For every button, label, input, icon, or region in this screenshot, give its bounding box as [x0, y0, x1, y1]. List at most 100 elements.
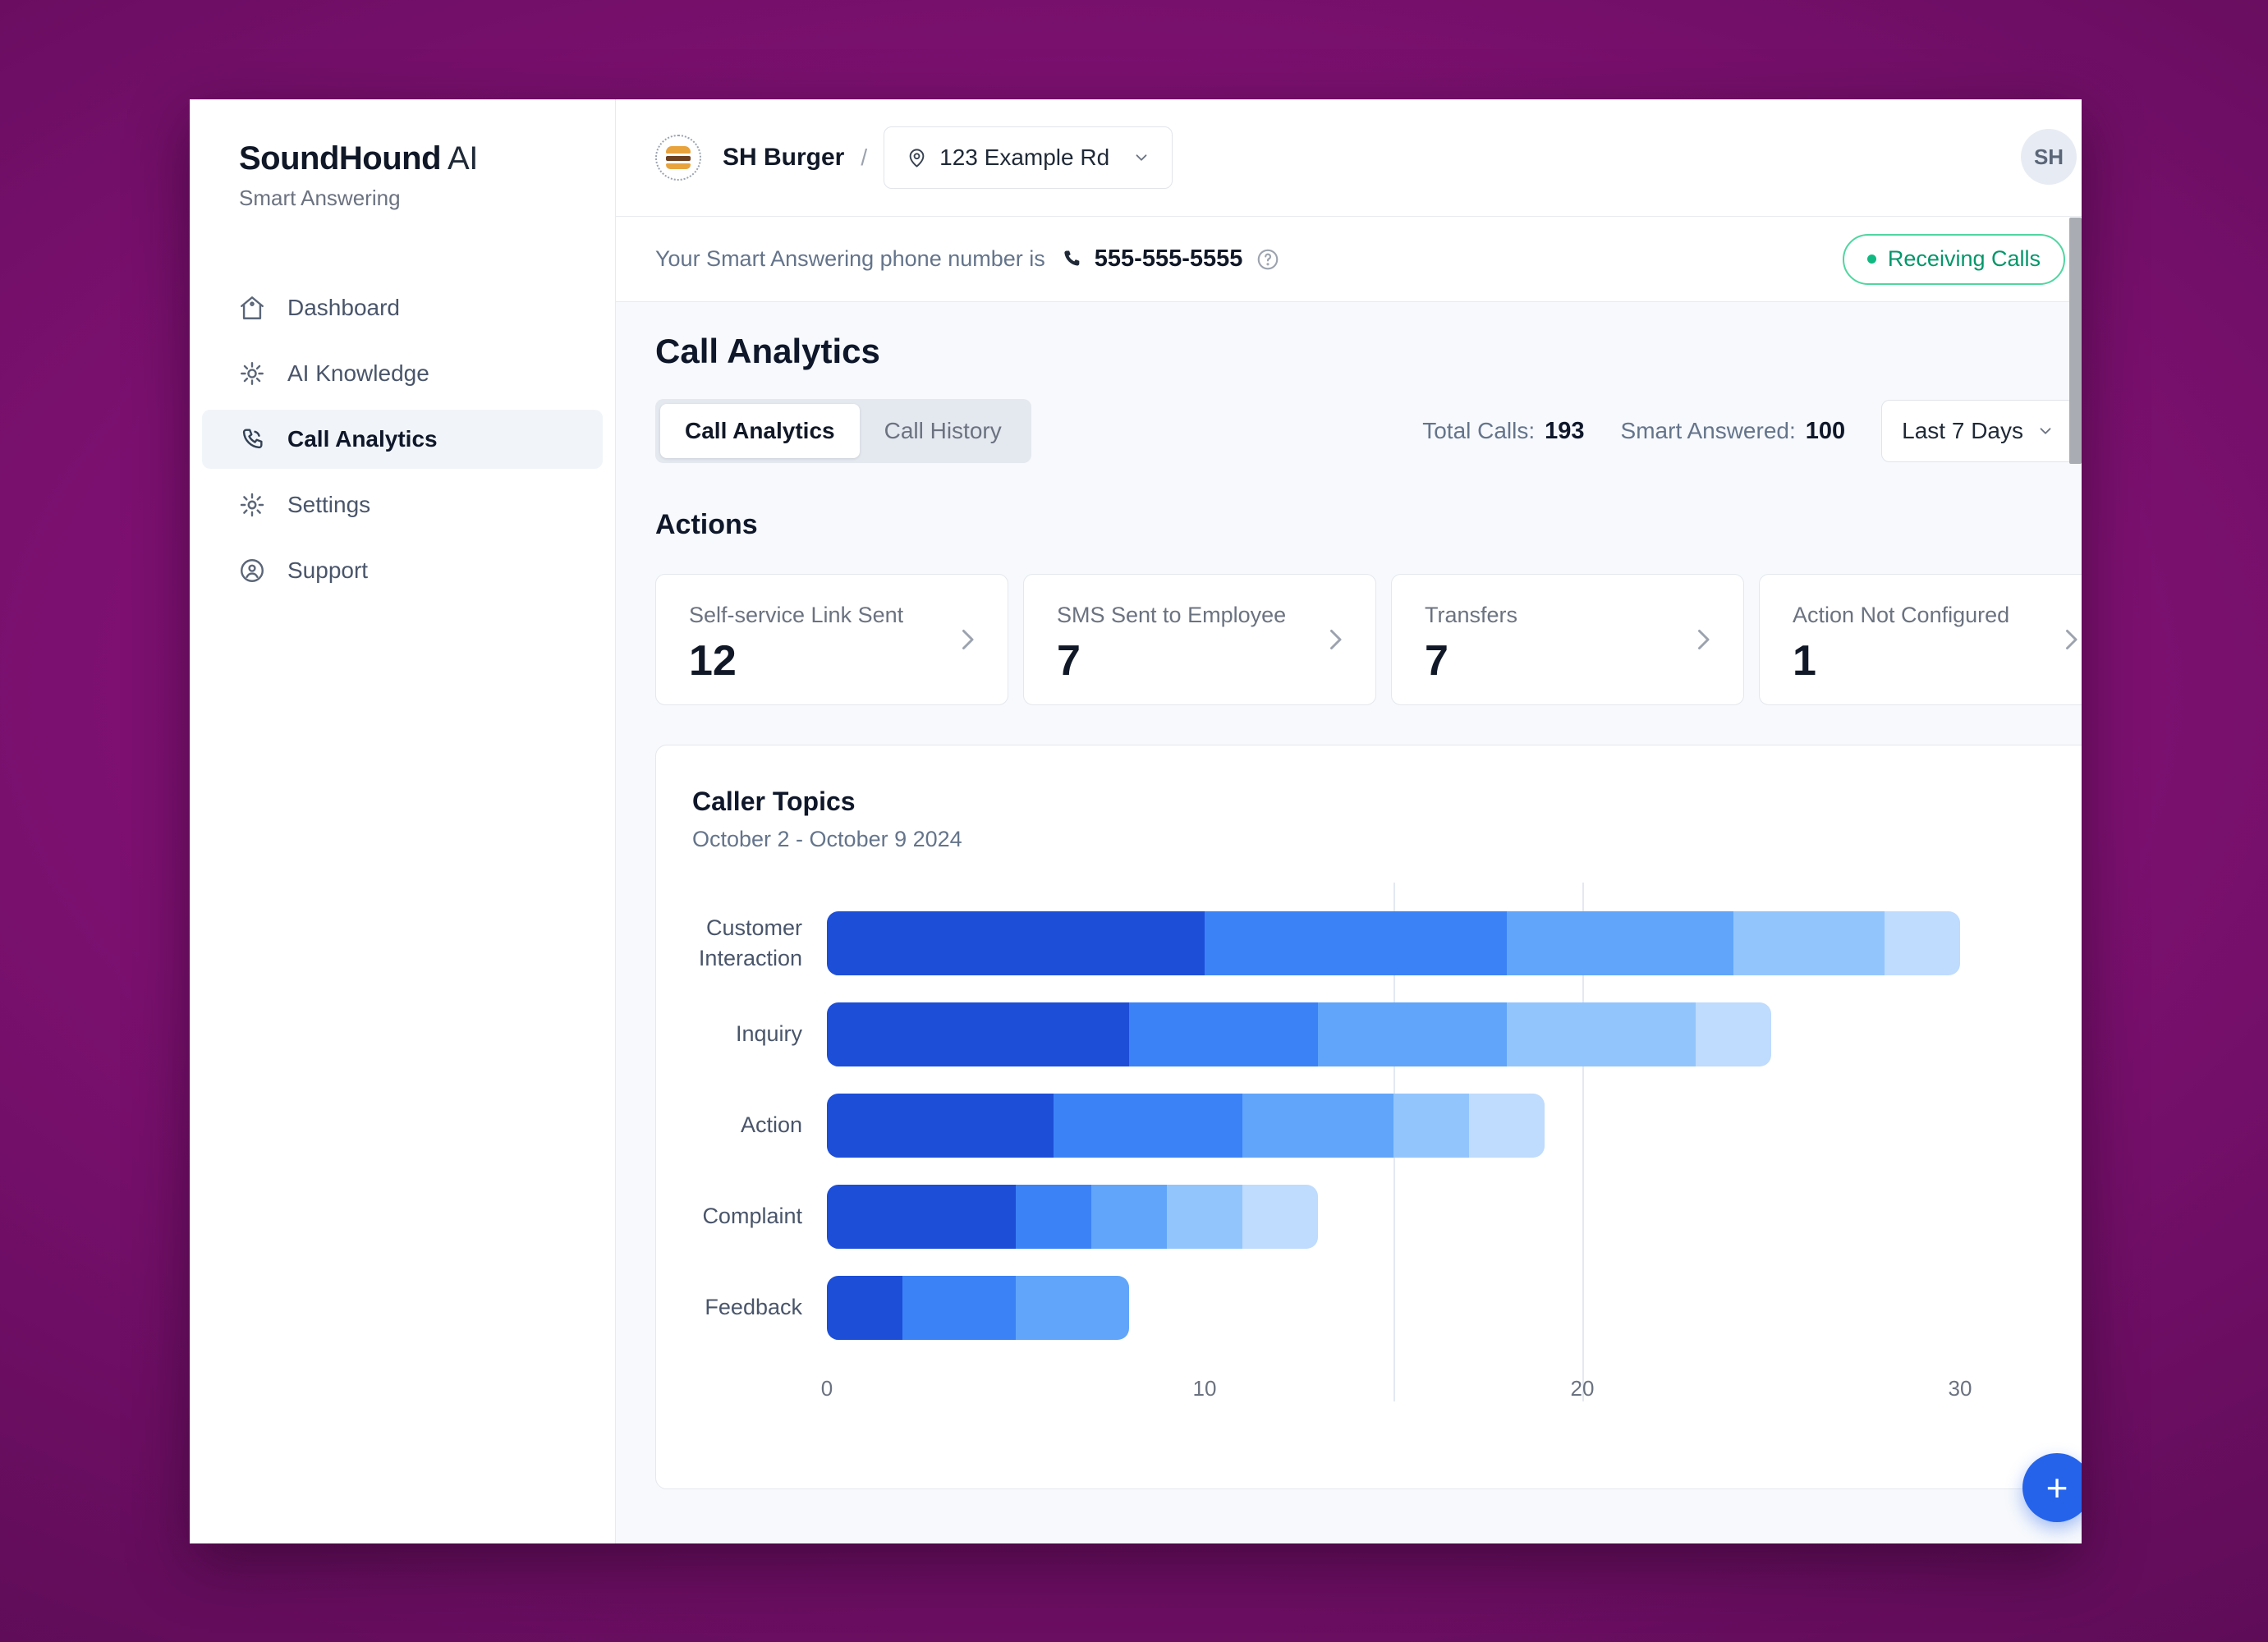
status-dot-icon: [1866, 255, 1876, 264]
add-button[interactable]: +: [2022, 1453, 2082, 1522]
card-self-service-link-sent[interactable]: Self-service Link Sent 12: [655, 574, 1008, 705]
app-window: SoundHound AI Smart Answering Dashboard A…: [190, 99, 2082, 1543]
card-action-not-configured[interactable]: Action Not Configured 1: [1759, 574, 2082, 705]
bar-segment: [1318, 1002, 1507, 1066]
sidebar-nav: Dashboard AI Knowledge Call Analytics: [190, 278, 615, 600]
chart-row: Feedback: [656, 1262, 2082, 1353]
location-pin-icon: [906, 147, 928, 169]
bar-segment: [1393, 1093, 1469, 1158]
sidebar-item-settings[interactable]: Settings: [202, 475, 603, 534]
chevron-right-icon: [958, 627, 976, 652]
chart-category-label: Inquiry: [735, 1021, 802, 1047]
content-area: Call Analytics Call Analytics Call Histo…: [616, 302, 2082, 1543]
bar-segment: [1091, 1184, 1167, 1249]
sidebar-item-support[interactable]: Support: [202, 541, 603, 600]
help-icon[interactable]: [1256, 247, 1280, 272]
date-range-value: Last 7 Days: [1902, 418, 2023, 443]
support-icon: [238, 557, 266, 585]
bar-segment: [1016, 1184, 1091, 1249]
tab-call-history[interactable]: Call History: [884, 418, 1002, 443]
chart-category-label: Customer Interaction: [698, 915, 802, 970]
chart-category-label: Action: [740, 1112, 802, 1138]
user-avatar[interactable]: SH: [2021, 129, 2077, 185]
view-tabs: Call Analytics Call History: [655, 399, 1031, 463]
bar-segment: [902, 1275, 1016, 1340]
chart-row: Inquiry: [656, 988, 2082, 1080]
card-value: 1: [1793, 637, 1816, 685]
breadcrumb-separator: /: [861, 144, 868, 170]
bar-segment: [1242, 1184, 1318, 1249]
card-label: Action Not Configured: [1793, 603, 2010, 627]
chart-row: Customer Interaction: [656, 897, 2082, 988]
bar-segment: [1167, 1184, 1242, 1249]
call-analytics-icon: [238, 425, 266, 453]
tab-call-analytics[interactable]: Call Analytics: [660, 404, 860, 458]
chevron-right-icon: [2062, 627, 2080, 652]
chevron-down-icon: [2036, 422, 2055, 440]
chart-x-axis: 0 10 20 30: [821, 1376, 2082, 1410]
bar-segment: [1733, 910, 1885, 975]
ai-knowledge-icon: [238, 360, 266, 388]
stacked-bar[interactable]: [827, 910, 1960, 975]
business-logo-icon: [655, 135, 701, 181]
page-title: Call Analytics: [655, 332, 880, 370]
stacked-bar[interactable]: [827, 1093, 1545, 1158]
chart-row: Complaint: [656, 1171, 2082, 1262]
card-value: 12: [689, 637, 737, 685]
card-label: SMS Sent to Employee: [1057, 603, 1287, 627]
app-logo: SoundHound AI Smart Answering: [190, 140, 615, 211]
sidebar-item-label: Support: [287, 557, 369, 583]
gear-icon: [238, 491, 266, 519]
action-cards-row: Self-service Link Sent 12 SMS Sent to Em…: [655, 574, 2082, 705]
smart-answered-stat: Smart Answered: 100: [1621, 418, 1846, 445]
top-bar: SH Burger / 123 Example Rd SH: [616, 99, 2082, 217]
chevron-right-icon: [1326, 627, 1344, 652]
stacked-bar[interactable]: [827, 1184, 1318, 1249]
bar-segment: [1242, 1093, 1393, 1158]
status-badge-label: Receiving Calls: [1887, 246, 2041, 271]
main-area: SH Burger / 123 Example Rd SH Your Smart…: [616, 99, 2082, 1543]
phone-number-label: Your Smart Answering phone number is: [655, 246, 1045, 271]
sidebar-item-label: AI Knowledge: [287, 360, 429, 386]
caller-topics-card: Caller Topics October 2 - October 9 2024…: [655, 745, 2082, 1489]
bar-segment: [1507, 910, 1733, 975]
chart-category-label: Complaint: [702, 1204, 802, 1229]
location-dropdown[interactable]: 123 Example Rd: [884, 126, 1173, 189]
sidebar-item-label: Call Analytics: [287, 426, 438, 452]
sidebar-item-call-analytics[interactable]: Call Analytics: [202, 410, 603, 469]
sidebar-item-label: Dashboard: [287, 295, 400, 320]
vertical-scrollbar[interactable]: [2069, 218, 2082, 464]
total-calls-stat: Total Calls: 193: [1422, 418, 1584, 445]
card-value: 7: [1425, 637, 1448, 685]
burger-icon: [666, 146, 691, 169]
controls-row: Call Analytics Call History Total Calls:…: [655, 399, 2075, 463]
bar-segment: [827, 1093, 1054, 1158]
phone-icon: [1060, 248, 1083, 271]
x-axis-tick: 30: [1948, 1376, 1972, 1401]
card-label: Transfers: [1425, 603, 1518, 627]
stacked-bar[interactable]: [827, 1275, 1129, 1340]
card-value: 7: [1057, 637, 1081, 685]
logo-text-light: AI: [448, 140, 478, 177]
chart-category-label: Feedback: [705, 1295, 802, 1320]
date-range-dropdown[interactable]: Last 7 Days: [1881, 400, 2075, 462]
bar-segment: [1885, 910, 1960, 975]
receiving-calls-badge: Receiving Calls: [1842, 233, 2065, 285]
sidebar-item-label: Settings: [287, 492, 371, 517]
chart-title: Caller Topics: [692, 787, 856, 816]
card-sms-sent-to-employee[interactable]: SMS Sent to Employee 7: [1023, 574, 1376, 705]
sidebar-item-ai-knowledge[interactable]: AI Knowledge: [202, 344, 603, 403]
smart-answered-value: 100: [1805, 417, 1846, 444]
business-name: SH Burger: [723, 144, 845, 171]
chart-rows: Customer Interaction Inquiry Action Complai…: [656, 897, 2082, 1353]
grid-line: [1582, 883, 1584, 1401]
stacked-bar[interactable]: [827, 1002, 1771, 1066]
bar-segment: [1129, 1002, 1318, 1066]
bar-segment: [1205, 910, 1507, 975]
card-transfers[interactable]: Transfers 7: [1391, 574, 1744, 705]
logo-text-bold: SoundHound: [239, 140, 442, 177]
card-label: Self-service Link Sent: [689, 603, 904, 627]
sidebar-item-dashboard[interactable]: Dashboard: [202, 278, 603, 337]
bar-segment: [827, 1275, 902, 1340]
